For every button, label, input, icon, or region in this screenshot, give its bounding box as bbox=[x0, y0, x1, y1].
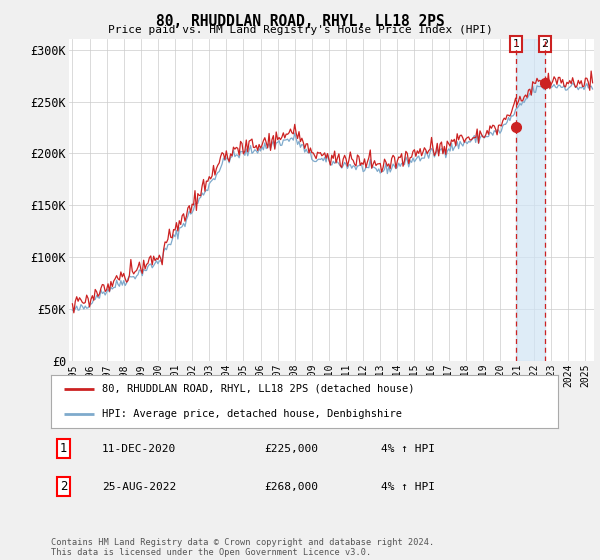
Text: 80, RHUDDLAN ROAD, RHYL, LL18 2PS: 80, RHUDDLAN ROAD, RHYL, LL18 2PS bbox=[155, 14, 445, 29]
Text: 25-AUG-2022: 25-AUG-2022 bbox=[102, 482, 176, 492]
Text: 4% ↑ HPI: 4% ↑ HPI bbox=[380, 444, 434, 454]
Text: HPI: Average price, detached house, Denbighshire: HPI: Average price, detached house, Denb… bbox=[102, 408, 402, 418]
Text: 2: 2 bbox=[60, 480, 67, 493]
Bar bbox=[516, 39, 545, 361]
Text: 2: 2 bbox=[542, 39, 548, 49]
Text: £268,000: £268,000 bbox=[264, 482, 318, 492]
Bar bbox=[545, 39, 594, 361]
Text: Price paid vs. HM Land Registry's House Price Index (HPI): Price paid vs. HM Land Registry's House … bbox=[107, 25, 493, 35]
Text: 1: 1 bbox=[60, 442, 67, 455]
Text: £225,000: £225,000 bbox=[264, 444, 318, 454]
Text: 1: 1 bbox=[512, 39, 520, 49]
Text: 80, RHUDDLAN ROAD, RHYL, LL18 2PS (detached house): 80, RHUDDLAN ROAD, RHYL, LL18 2PS (detac… bbox=[102, 384, 414, 394]
Text: Contains HM Land Registry data © Crown copyright and database right 2024.
This d: Contains HM Land Registry data © Crown c… bbox=[51, 538, 434, 557]
Text: 11-DEC-2020: 11-DEC-2020 bbox=[102, 444, 176, 454]
Text: 4% ↑ HPI: 4% ↑ HPI bbox=[380, 482, 434, 492]
